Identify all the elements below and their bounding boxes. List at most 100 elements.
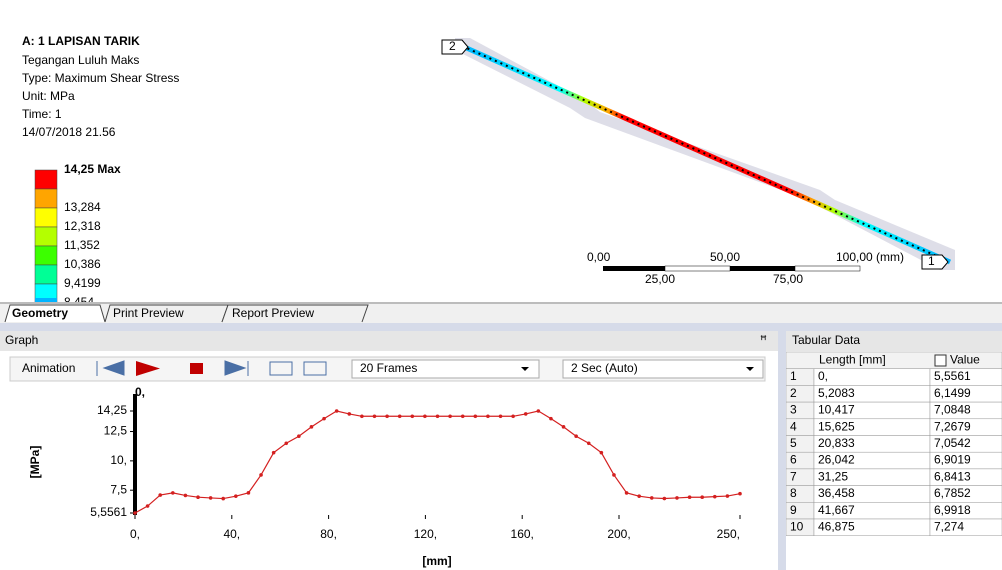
table-cell xyxy=(814,369,930,386)
probe-label: 1 xyxy=(928,254,935,268)
panel-title: Graph xyxy=(5,333,38,347)
data-point xyxy=(184,494,188,498)
data-point xyxy=(310,425,314,429)
scale-label: 50,00 xyxy=(710,250,740,264)
cell-text: 6 xyxy=(790,453,797,467)
legend-swatch xyxy=(35,170,57,189)
legend-label: 13,284 xyxy=(64,200,101,214)
cell-text: 6,1499 xyxy=(934,386,971,400)
column-header-label: Length [mm] xyxy=(819,353,886,367)
cell-text: 1 xyxy=(790,369,797,383)
data-point xyxy=(600,451,604,455)
y-axis-label: [MPa] xyxy=(28,446,42,479)
graph-header xyxy=(0,331,778,351)
data-point xyxy=(688,495,692,499)
tab-label[interactable]: Geometry xyxy=(12,306,68,320)
data-point xyxy=(675,496,679,500)
cell-text: 20,833 xyxy=(818,436,855,450)
data-point xyxy=(650,496,654,500)
x-axis-label: [mm] xyxy=(422,554,451,568)
data-point xyxy=(133,511,137,515)
data-point xyxy=(637,494,641,498)
cell-text: 7,0542 xyxy=(934,436,971,450)
cell-text: 2 xyxy=(790,386,797,400)
data-point xyxy=(436,414,440,418)
cell-text: 5,2083 xyxy=(818,386,855,400)
data-point xyxy=(347,412,351,416)
cell-text: 6,7852 xyxy=(934,486,971,500)
result-info: Type: Maximum Shear Stress xyxy=(22,71,179,85)
data-point xyxy=(537,409,541,413)
data-point xyxy=(335,409,339,413)
data-point xyxy=(549,417,553,421)
data-point xyxy=(398,414,402,418)
legend-label: 10,386 xyxy=(64,257,101,271)
legend-swatch xyxy=(35,265,57,284)
legend-swatch xyxy=(35,227,57,246)
result-info: Tegangan Luluh Maks xyxy=(22,53,139,67)
tab-label[interactable]: Report Preview xyxy=(232,306,314,320)
data-point xyxy=(297,434,301,438)
cell-text: 26,042 xyxy=(818,453,855,467)
column-header-label: Value xyxy=(950,353,980,367)
legend-swatch xyxy=(35,246,57,265)
x-tick-label: 200, xyxy=(607,527,630,541)
data-point xyxy=(158,493,162,497)
scale-bar xyxy=(795,266,860,271)
data-point xyxy=(524,412,528,416)
cell-text: 6,8413 xyxy=(934,469,971,483)
cell-text: 9 xyxy=(790,503,797,517)
x-tick-label: 40, xyxy=(223,527,240,541)
dropdown-value: 20 Frames xyxy=(360,361,417,375)
cursor-label: 0, xyxy=(135,385,145,399)
cell-text: 0, xyxy=(818,369,828,383)
result-info: Time: 1 xyxy=(22,107,62,121)
cell-text: 41,667 xyxy=(818,503,855,517)
legend-label: 11,352 xyxy=(64,238,100,252)
data-point xyxy=(738,492,742,496)
y-tick-label: 5,5561 xyxy=(90,505,127,519)
cell-text: 10 xyxy=(790,520,804,534)
data-point xyxy=(461,414,465,418)
result-title: A: 1 LAPISAN TARIK xyxy=(22,34,140,48)
cell-text: 4 xyxy=(790,419,797,433)
data-point xyxy=(587,441,591,445)
y-tick-label: 10, xyxy=(110,453,127,467)
x-tick-label: 80, xyxy=(320,527,337,541)
data-point xyxy=(171,491,175,495)
pin-icon[interactable]: ꟸ xyxy=(760,333,767,347)
data-point xyxy=(209,496,213,500)
cell-text: 6,9019 xyxy=(934,453,971,467)
data-point xyxy=(713,495,717,499)
data-point xyxy=(448,414,452,418)
splitter xyxy=(0,323,1002,331)
cell-text: 3 xyxy=(790,403,797,417)
x-tick-label: 120, xyxy=(414,527,437,541)
ansys-window: A: 1 LAPISAN TARIK Tegangan Luluh Maks Ty… xyxy=(0,0,1002,570)
toolbar-label: Animation xyxy=(22,361,75,375)
cell-text: 5,5561 xyxy=(934,369,971,383)
x-tick-label: 160, xyxy=(511,527,534,541)
data-point xyxy=(410,414,414,418)
data-point xyxy=(385,414,389,418)
data-point xyxy=(511,414,515,418)
data-point xyxy=(196,495,200,499)
y-tick-label: 7,5 xyxy=(110,482,127,496)
scale-bar xyxy=(665,266,730,271)
probe-label: 2 xyxy=(449,39,456,53)
cell-text: 15,625 xyxy=(818,419,855,433)
cell-text: 7,274 xyxy=(934,520,964,534)
stop-button[interactable] xyxy=(190,363,203,374)
data-point xyxy=(259,473,263,477)
data-point xyxy=(726,494,730,498)
tab-label[interactable]: Print Preview xyxy=(113,306,184,320)
x-tick-label: 250, xyxy=(717,527,740,541)
cell-text: 8 xyxy=(790,486,797,500)
cell-text: 31,25 xyxy=(818,469,848,483)
result-info: Unit: MPa xyxy=(22,89,75,103)
probe-marker xyxy=(922,255,948,269)
data-point xyxy=(146,504,150,508)
data-point xyxy=(247,491,251,495)
data-point xyxy=(663,497,667,501)
panel-title: Tabular Data xyxy=(792,333,860,347)
